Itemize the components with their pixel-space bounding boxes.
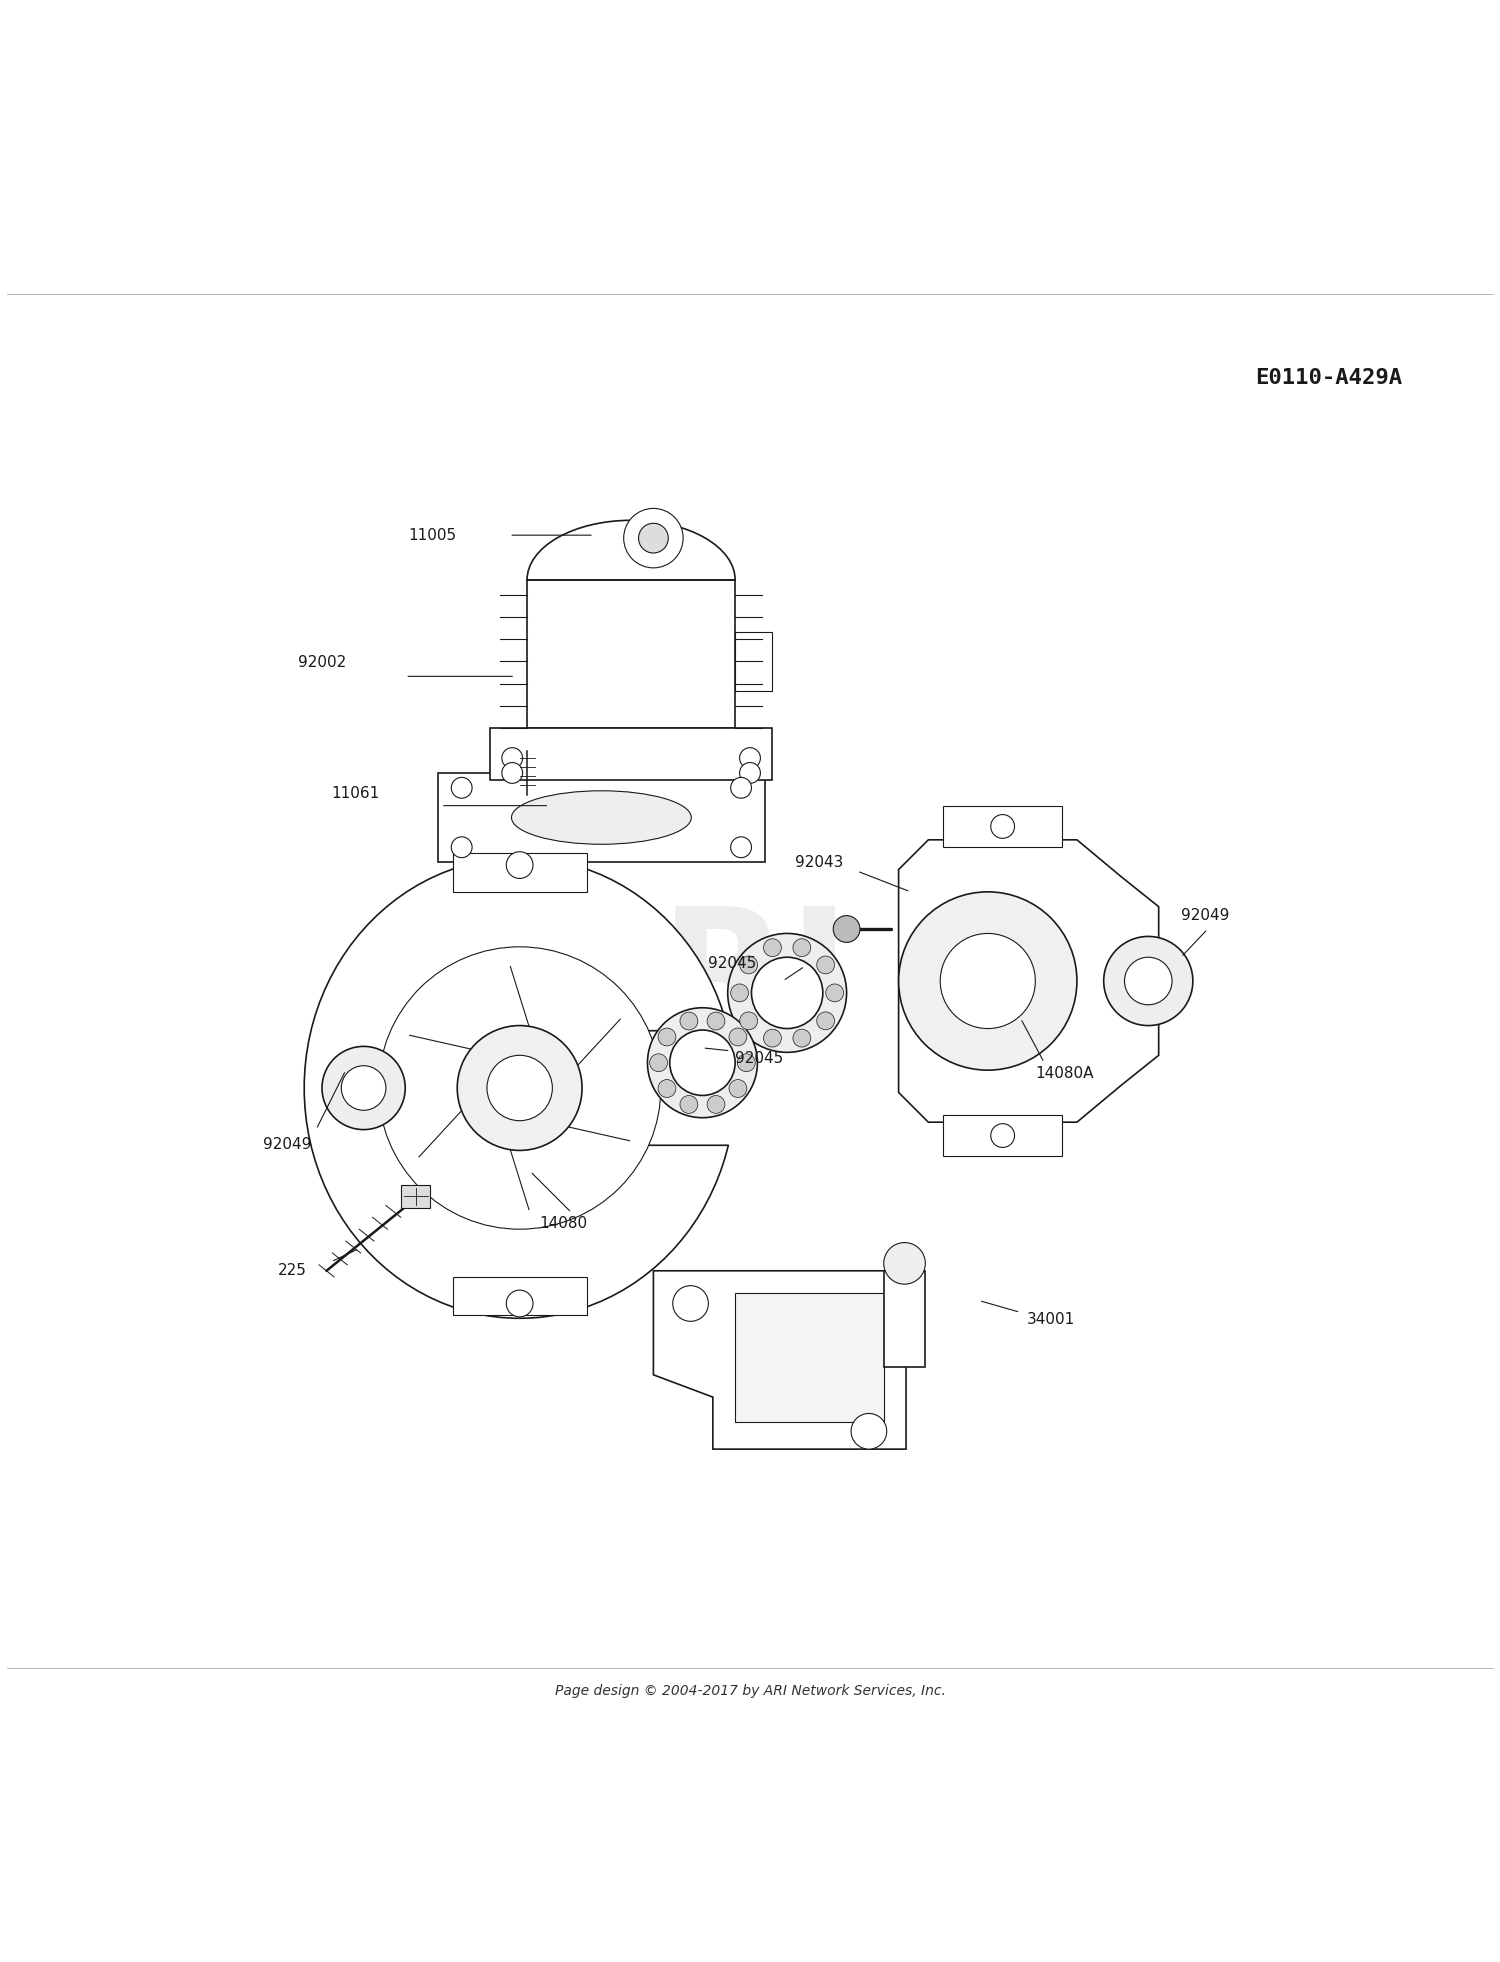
Text: 225: 225 xyxy=(278,1264,306,1279)
Circle shape xyxy=(680,1095,698,1112)
Circle shape xyxy=(730,985,748,1003)
Circle shape xyxy=(764,938,782,957)
Text: 92049: 92049 xyxy=(262,1136,310,1152)
Circle shape xyxy=(738,1054,754,1071)
Bar xyxy=(735,632,772,691)
Ellipse shape xyxy=(512,791,692,844)
Text: 92049: 92049 xyxy=(1180,908,1230,922)
Bar xyxy=(438,773,765,861)
Circle shape xyxy=(990,814,1014,838)
Circle shape xyxy=(729,1079,747,1097)
Circle shape xyxy=(669,1030,735,1095)
Circle shape xyxy=(816,1012,834,1030)
Circle shape xyxy=(827,985,843,1003)
Text: 11061: 11061 xyxy=(332,787,380,800)
Text: E0110-A429A: E0110-A429A xyxy=(1256,367,1403,388)
Circle shape xyxy=(648,1008,758,1118)
Bar xyxy=(944,806,1062,848)
Circle shape xyxy=(658,1079,676,1097)
Circle shape xyxy=(740,955,758,973)
Circle shape xyxy=(639,524,669,553)
Circle shape xyxy=(728,934,846,1052)
Circle shape xyxy=(764,1030,782,1048)
Circle shape xyxy=(658,1028,676,1046)
Circle shape xyxy=(706,1095,724,1112)
Bar xyxy=(453,853,586,893)
Bar xyxy=(526,579,735,728)
Circle shape xyxy=(752,957,824,1028)
Circle shape xyxy=(794,1030,812,1048)
Circle shape xyxy=(729,1028,747,1046)
Circle shape xyxy=(378,948,662,1228)
Circle shape xyxy=(740,1012,758,1030)
Bar xyxy=(453,1277,586,1315)
Circle shape xyxy=(740,748,760,769)
Circle shape xyxy=(452,777,472,799)
Circle shape xyxy=(452,838,472,857)
Circle shape xyxy=(488,1056,552,1120)
Polygon shape xyxy=(735,1293,884,1422)
Text: 11005: 11005 xyxy=(408,528,456,543)
Text: 92002: 92002 xyxy=(298,655,346,671)
Circle shape xyxy=(680,1012,698,1030)
Circle shape xyxy=(884,1242,926,1285)
Circle shape xyxy=(794,938,812,957)
Text: 92043: 92043 xyxy=(795,855,843,869)
Circle shape xyxy=(740,763,760,783)
Circle shape xyxy=(850,1413,886,1450)
Bar xyxy=(400,1185,430,1209)
Circle shape xyxy=(990,1124,1014,1148)
Circle shape xyxy=(940,934,1035,1028)
Circle shape xyxy=(342,1065,386,1110)
Bar xyxy=(944,1114,1062,1156)
Circle shape xyxy=(458,1026,582,1150)
Circle shape xyxy=(1125,957,1172,1005)
Circle shape xyxy=(730,777,752,799)
Polygon shape xyxy=(898,840,1158,1122)
Bar xyxy=(884,1271,926,1368)
Polygon shape xyxy=(304,857,729,1318)
Bar xyxy=(490,728,772,781)
Text: 14080A: 14080A xyxy=(1035,1065,1094,1081)
Text: 34001: 34001 xyxy=(1026,1313,1074,1328)
Circle shape xyxy=(833,916,860,942)
Circle shape xyxy=(322,1046,405,1130)
Circle shape xyxy=(730,838,752,857)
Circle shape xyxy=(898,893,1077,1069)
Text: 14080: 14080 xyxy=(538,1216,586,1230)
Circle shape xyxy=(507,1291,532,1317)
Text: 92045: 92045 xyxy=(708,955,756,971)
Circle shape xyxy=(1104,936,1192,1026)
Circle shape xyxy=(816,955,834,973)
Text: 92045: 92045 xyxy=(735,1052,783,1065)
Circle shape xyxy=(650,1054,668,1071)
Circle shape xyxy=(706,1012,724,1030)
Circle shape xyxy=(503,763,522,783)
Text: Page design © 2004-2017 by ARI Network Services, Inc.: Page design © 2004-2017 by ARI Network S… xyxy=(555,1683,945,1699)
Text: ARI: ARI xyxy=(531,899,850,1063)
Circle shape xyxy=(672,1285,708,1320)
Circle shape xyxy=(503,748,522,769)
Circle shape xyxy=(624,508,682,567)
Circle shape xyxy=(507,852,532,879)
Polygon shape xyxy=(654,1271,906,1450)
